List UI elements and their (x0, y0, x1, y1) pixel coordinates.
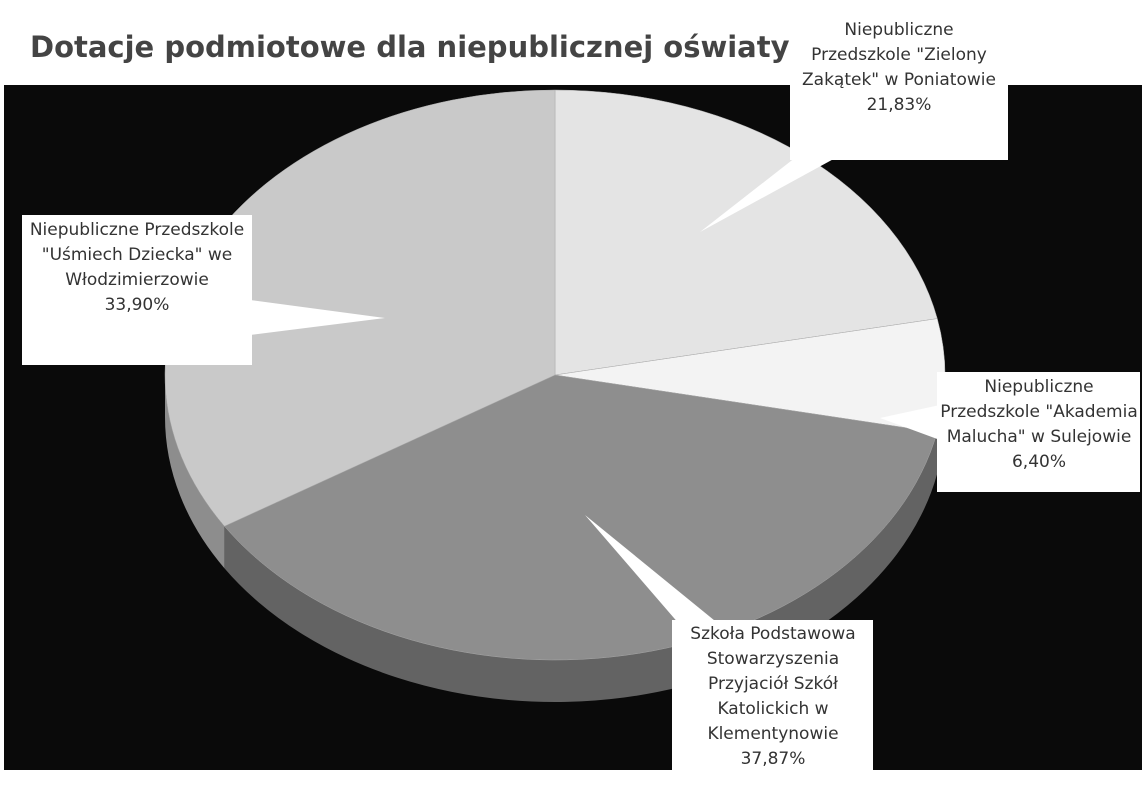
data-label: Niepubliczne Przedszkole "Zielony Zakąte… (792, 18, 1006, 118)
data-label: Niepubliczne Przedszkole "Akademia Maluc… (940, 375, 1138, 475)
slice-side (165, 375, 225, 569)
callout-box (937, 372, 1140, 492)
chart-title: Dotacje podmiotowe dla niepublicznej ośw… (30, 30, 790, 64)
label-value: 37,87% (740, 749, 806, 769)
label-name: Niepubliczne Przedszkole "Zielony Zakąte… (802, 20, 996, 90)
label-value: 6,40% (1011, 452, 1066, 472)
label-name: Szkoła Podstawowa Stowarzyszenia Przyjac… (690, 624, 856, 744)
slice (223, 374, 938, 661)
label-name: Niepubliczne Przedszkole "Uśmiech Dzieck… (29, 220, 245, 290)
callout-pointer (700, 150, 850, 232)
data-label: Szkoła Podstawowa Stowarzyszenia Przyjac… (676, 622, 870, 772)
data-label: Niepubliczne Przedszkole "Uśmiech Dzieck… (26, 218, 248, 318)
callouts (22, 15, 1140, 790)
callout-pointer (880, 405, 940, 440)
pie (164, 89, 946, 702)
label-value: 21,83% (866, 95, 932, 115)
callout-pointer (250, 300, 385, 335)
callout-box (672, 620, 873, 790)
callout-box (22, 215, 252, 365)
label-value: 33,90% (104, 295, 170, 315)
callout-pointer (585, 515, 720, 625)
label-name: Niepubliczne Przedszkole "Akademia Maluc… (940, 377, 1138, 447)
callout-box (790, 15, 1008, 160)
